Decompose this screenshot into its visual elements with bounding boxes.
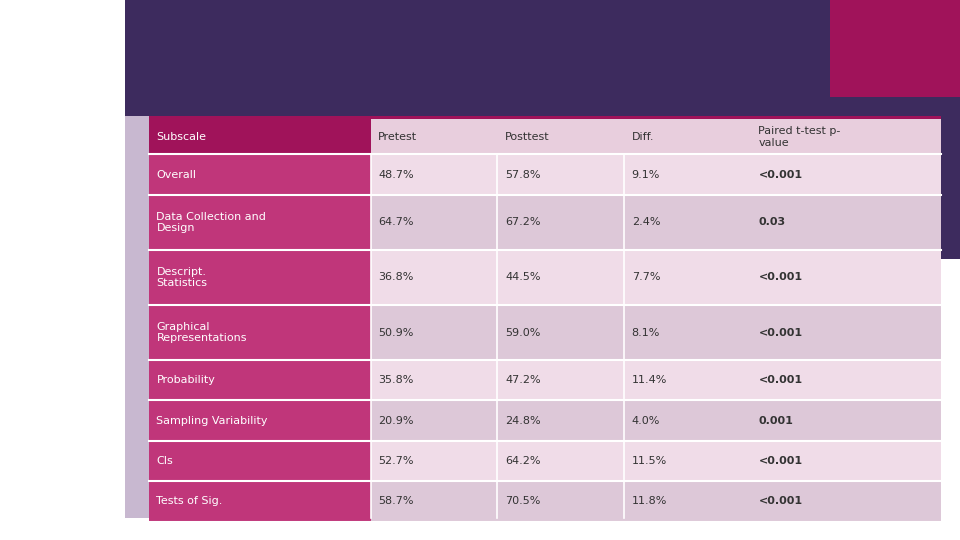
FancyBboxPatch shape: [624, 119, 751, 154]
Text: <0.001: <0.001: [758, 375, 803, 385]
FancyBboxPatch shape: [149, 481, 941, 522]
Text: 35.8%: 35.8%: [378, 375, 414, 385]
Text: <0.001: <0.001: [758, 496, 803, 507]
Text: 59.0%: 59.0%: [505, 328, 540, 338]
Text: 9.1%: 9.1%: [632, 170, 660, 180]
Text: Sampling Variability: Sampling Variability: [156, 416, 268, 426]
FancyBboxPatch shape: [125, 116, 149, 518]
FancyBboxPatch shape: [149, 305, 371, 360]
FancyBboxPatch shape: [149, 154, 371, 195]
FancyBboxPatch shape: [497, 119, 624, 154]
Text: Transferability – by subscale: Transferability – by subscale: [149, 170, 541, 198]
FancyBboxPatch shape: [149, 116, 941, 518]
Text: 20.9%: 20.9%: [378, 416, 414, 426]
Text: <0.001: <0.001: [758, 328, 803, 338]
FancyBboxPatch shape: [149, 441, 371, 481]
FancyBboxPatch shape: [149, 360, 371, 401]
Text: <0.001: <0.001: [758, 170, 803, 180]
FancyBboxPatch shape: [149, 154, 941, 195]
FancyBboxPatch shape: [149, 401, 941, 441]
Text: 48.7%: 48.7%: [378, 170, 414, 180]
Text: 7.7%: 7.7%: [632, 273, 660, 282]
Text: 50.9%: 50.9%: [378, 328, 414, 338]
Text: 58.7%: 58.7%: [378, 496, 414, 507]
Text: 64.7%: 64.7%: [378, 218, 414, 227]
Text: 57.8%: 57.8%: [505, 170, 540, 180]
FancyBboxPatch shape: [371, 119, 497, 154]
Text: 0.03: 0.03: [758, 218, 785, 227]
FancyBboxPatch shape: [149, 305, 941, 360]
Text: 67.2%: 67.2%: [505, 218, 540, 227]
Text: CIs: CIs: [156, 456, 173, 466]
Text: 11.8%: 11.8%: [632, 496, 667, 507]
FancyBboxPatch shape: [149, 250, 371, 305]
FancyBboxPatch shape: [149, 195, 941, 250]
FancyBboxPatch shape: [149, 441, 941, 481]
FancyBboxPatch shape: [149, 360, 941, 401]
Text: 52.7%: 52.7%: [378, 456, 414, 466]
Text: Diff.: Diff.: [632, 132, 654, 142]
Text: Probability: Probability: [156, 375, 215, 385]
Text: 4.0%: 4.0%: [632, 416, 660, 426]
Text: Paired t-test p-
value: Paired t-test p- value: [758, 126, 841, 148]
Text: 44.5%: 44.5%: [505, 273, 540, 282]
Text: 2.4%: 2.4%: [632, 218, 660, 227]
Text: Data Collection and
Design: Data Collection and Design: [156, 212, 266, 233]
Text: 8.1%: 8.1%: [632, 328, 660, 338]
Text: Descript.
Statistics: Descript. Statistics: [156, 267, 207, 288]
Text: 64.2%: 64.2%: [505, 456, 540, 466]
Text: 36.8%: 36.8%: [378, 273, 414, 282]
Text: 0.001: 0.001: [758, 416, 793, 426]
FancyBboxPatch shape: [125, 0, 960, 259]
Text: 47.2%: 47.2%: [505, 375, 540, 385]
FancyBboxPatch shape: [149, 116, 941, 119]
Text: <0.001: <0.001: [758, 273, 803, 282]
Text: Posttest: Posttest: [505, 132, 549, 142]
FancyBboxPatch shape: [149, 481, 371, 522]
Text: <0.001: <0.001: [758, 456, 803, 466]
FancyBboxPatch shape: [149, 250, 941, 305]
Text: 11.5%: 11.5%: [632, 456, 667, 466]
Text: Pretest: Pretest: [378, 132, 418, 142]
Text: Subscale: Subscale: [156, 132, 206, 142]
Text: Overall: Overall: [156, 170, 197, 180]
FancyBboxPatch shape: [149, 401, 371, 441]
Text: 70.5%: 70.5%: [505, 496, 540, 507]
Text: Graphical
Representations: Graphical Representations: [156, 322, 247, 343]
Text: 11.4%: 11.4%: [632, 375, 667, 385]
Text: 24.8%: 24.8%: [505, 416, 540, 426]
Text: Tests of Sig.: Tests of Sig.: [156, 496, 223, 507]
FancyBboxPatch shape: [751, 119, 941, 154]
FancyBboxPatch shape: [149, 195, 371, 250]
FancyBboxPatch shape: [830, 0, 960, 97]
FancyBboxPatch shape: [149, 119, 371, 154]
